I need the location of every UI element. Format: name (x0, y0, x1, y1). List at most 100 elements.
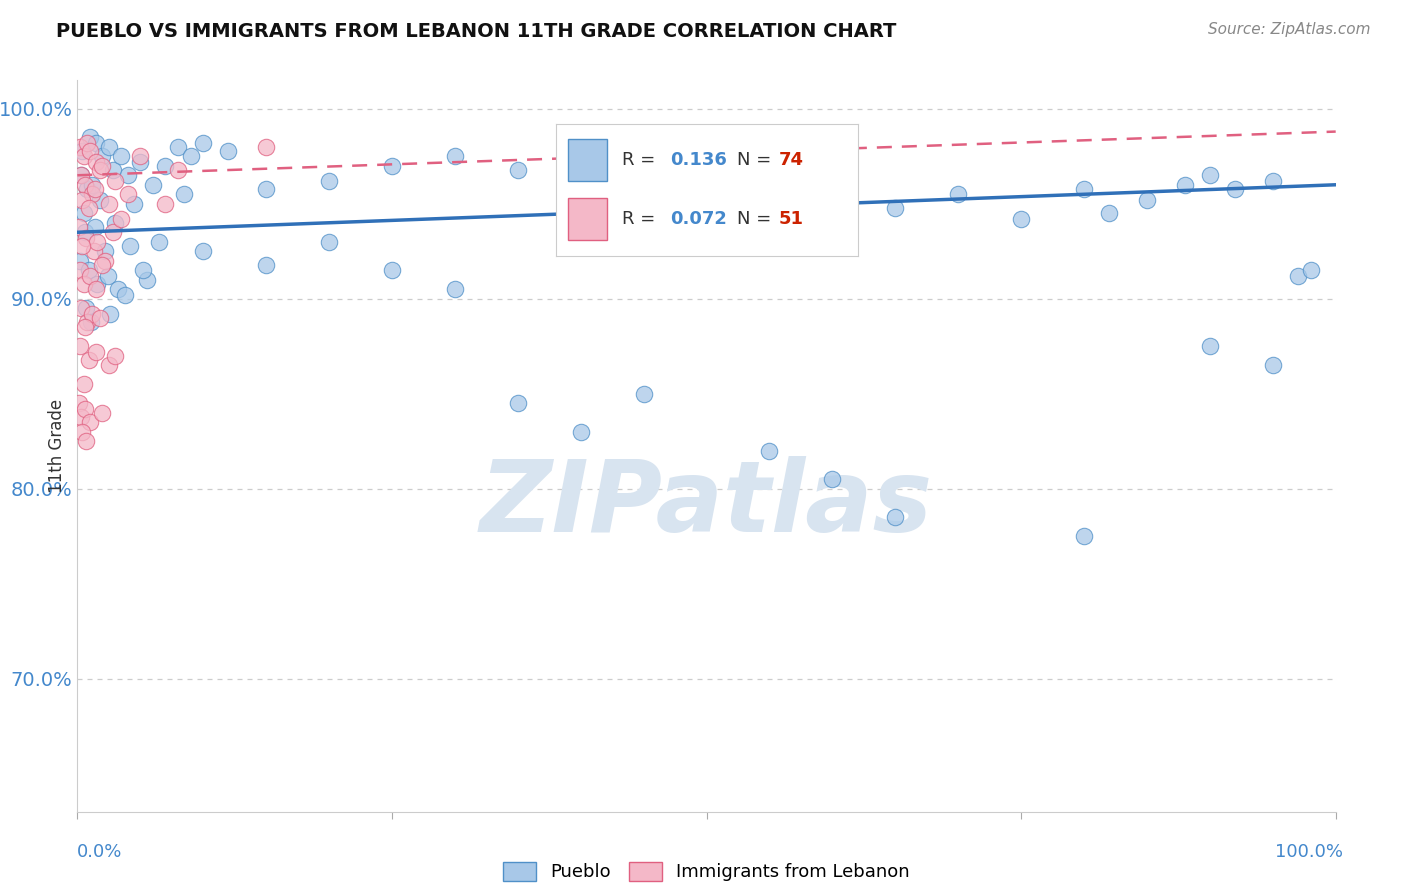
Point (381, 263, 404, 277)
Point (696, 144, 718, 158)
Point (89, 310, 111, 325)
Point (69, 140, 91, 154)
Point (1199, 339, 1222, 353)
Point (70, 168, 93, 182)
Point (569, 155, 592, 169)
Point (506, 396, 529, 410)
Point (1299, 263, 1322, 277)
Point (318, 235, 340, 249)
Point (155, 196, 177, 211)
Point (132, 263, 155, 277)
Point (98, 307, 121, 321)
Point (84, 136, 107, 150)
Point (82, 178, 104, 192)
Point (1223, 181, 1246, 195)
Point (89, 193, 111, 207)
Point (633, 386, 655, 401)
Point (155, 159, 177, 173)
Point (70, 168, 93, 182)
Point (83, 244, 105, 259)
Point (73, 401, 96, 416)
Point (129, 149, 152, 163)
Point (254, 258, 277, 272)
Point (91, 406, 114, 420)
Point (1073, 529, 1095, 543)
Point (97, 196, 120, 211)
Point (75, 231, 97, 245)
Point (79, 415, 101, 429)
Point (73, 178, 96, 192)
Point (1073, 181, 1095, 195)
Point (444, 149, 467, 163)
Point (79, 130, 101, 145)
Point (84, 155, 107, 169)
Point (173, 187, 195, 202)
Point (70, 301, 93, 316)
Point (1010, 211, 1032, 226)
Point (67, 219, 90, 234)
Legend: Pueblo, Immigrants from Lebanon: Pueblo, Immigrants from Lebanon (498, 856, 915, 887)
Point (96, 268, 118, 283)
Point (77, 352, 100, 367)
Point (97, 358, 120, 372)
Point (569, 425, 592, 439)
Point (72, 277, 94, 291)
Point (191, 244, 215, 259)
Point (167, 140, 190, 154)
Point (135, 273, 157, 287)
Point (70, 409, 93, 424)
Point (91, 258, 114, 272)
Point (217, 144, 239, 158)
Point (72, 144, 94, 158)
Point (104, 216, 127, 230)
Point (1199, 168, 1222, 182)
Point (84, 219, 107, 234)
Point (821, 193, 844, 207)
Point (110, 149, 132, 163)
Point (191, 136, 215, 150)
Point (72, 238, 94, 252)
Point (1261, 174, 1284, 188)
Point (75, 301, 97, 316)
Point (254, 181, 277, 195)
Point (142, 178, 165, 192)
Text: ZIPatlas: ZIPatlas (479, 456, 934, 553)
Point (94, 253, 117, 268)
Point (76, 136, 98, 150)
Point (72, 425, 94, 439)
Point (86, 277, 108, 291)
Point (79, 268, 101, 283)
Point (117, 168, 139, 182)
Point (82, 307, 104, 321)
Point (97, 140, 120, 154)
Point (1136, 193, 1159, 207)
Text: PUEBLO VS IMMIGRANTS FROM LEBANON 11TH GRADE CORRELATION CHART: PUEBLO VS IMMIGRANTS FROM LEBANON 11TH G… (56, 22, 897, 41)
Point (94, 244, 117, 259)
Point (69, 263, 91, 277)
Point (129, 155, 152, 169)
Text: 100.0%: 100.0% (1275, 843, 1343, 861)
Point (91, 149, 114, 163)
Point (110, 211, 132, 226)
Point (506, 162, 529, 177)
Y-axis label: 11th Grade: 11th Grade (48, 399, 66, 493)
Text: Source: ZipAtlas.com: Source: ZipAtlas.com (1208, 22, 1371, 37)
Point (79, 144, 101, 158)
Point (167, 162, 190, 177)
Point (1174, 178, 1197, 192)
Point (86, 235, 108, 249)
Point (254, 140, 277, 154)
Point (948, 187, 970, 202)
Point (758, 168, 780, 182)
Point (84, 181, 107, 195)
Point (76, 314, 98, 328)
Point (318, 174, 340, 188)
Point (101, 225, 124, 239)
Point (1261, 358, 1284, 372)
Point (77, 263, 100, 277)
Point (117, 187, 139, 202)
Point (148, 235, 170, 249)
Point (77, 201, 100, 215)
Point (69, 339, 91, 353)
Point (114, 288, 136, 302)
